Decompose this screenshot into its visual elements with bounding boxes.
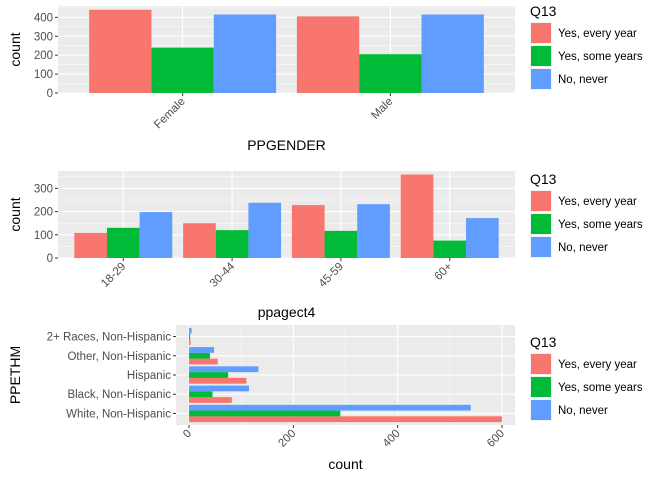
bar [189,347,215,353]
y-tick-label: 200 [34,207,53,219]
y-tick-label: 0 [47,88,53,100]
y-tick-label: 200 [34,50,53,62]
y-axis-title: count [7,32,23,66]
bar [215,230,249,258]
bar [421,14,484,93]
x-tick-label: 45-59 [317,261,346,290]
x-axis-title: PPGENDER [247,137,326,153]
bar [189,358,218,365]
y-axis-title: count [7,197,23,231]
legend-title: Q13 [530,171,557,187]
legend-swatch [531,237,551,257]
y-tick-label: 100 [34,69,53,81]
x-tick-label: 0 [181,428,194,441]
x-tick-label: Male [369,96,395,122]
bar [324,230,358,258]
legend-label: No, never [558,242,608,254]
y-tick-label: 300 [34,183,53,195]
bar [89,9,152,94]
bar [189,352,210,359]
bar [151,47,214,93]
bar [189,397,232,403]
x-tick-label: Female [152,96,188,132]
bar [106,227,140,258]
y-tick-label: 2+ Races, Non-Hispanic [47,332,172,344]
y-tick-label: 0 [47,253,53,265]
y-tick-label: 300 [34,31,53,43]
bar [357,204,390,258]
y-tick-label: Black, Non-Hispanic [67,389,171,401]
bar [189,416,502,423]
bar [189,333,191,340]
legend-label: Yes, some years [558,51,643,63]
legend-label: Yes, some years [558,382,643,394]
x-axis-title: count [328,456,362,472]
bar [139,212,173,258]
legend-swatch [531,377,551,397]
bar [189,410,341,417]
bar [213,14,277,93]
y-tick-label: 400 [34,12,53,24]
y-tick-label: 100 [34,230,53,242]
bar [189,385,250,392]
y-tick-label: Other, Non-Hispanic [67,351,171,363]
x-tick-label: 18-29 [99,261,128,290]
bar [74,232,107,258]
legend-label: Yes, every year [558,196,637,208]
y-axis-title: PPETHM [7,346,23,404]
bar [189,366,259,373]
panel-3: White, Non-Hispanic Black, Non-Hispanic Hi… [7,325,643,472]
x-tick-label: 60+ [433,260,455,282]
legend-label: Yes, every year [558,28,637,40]
legend-swatch [531,214,551,234]
x-tick-label: 200 [276,428,298,450]
bar [189,391,213,398]
legend-swatch [531,400,551,420]
legend-swatch [531,23,551,43]
bar [359,54,422,93]
legend-swatch [531,191,551,211]
bar [248,202,282,258]
bar [189,327,192,334]
y-tick-label: Hispanic [127,370,171,382]
bar [466,218,499,258]
bar [189,372,229,378]
legend-title: Q13 [530,3,557,19]
legend-label: No, never [558,405,608,417]
legend-swatch [531,46,551,66]
legend-swatch [531,354,551,374]
legend-label: Yes, every year [558,359,637,371]
legend-title: Q13 [530,334,557,350]
legend-label: Yes, some years [558,219,643,231]
bar [189,339,191,346]
x-tick-label: 400 [381,428,403,450]
bar [189,377,247,384]
bar [189,404,471,411]
legend-swatch [531,69,551,89]
y-tick-label: White, Non-Hispanic [66,408,171,420]
bar [296,16,360,93]
x-tick-label: 30-44 [208,260,238,290]
bar [433,240,467,258]
panel-2: 0 100 200 300 18-29 30-44 45-59 60+ ppagect4 coun… [7,171,643,320]
x-tick-label: 600 [485,428,507,450]
bar [183,223,216,258]
bar [400,174,434,258]
x-axis-title: ppagect4 [258,304,316,320]
bar [291,205,325,258]
legend-label: No, never [558,74,608,86]
